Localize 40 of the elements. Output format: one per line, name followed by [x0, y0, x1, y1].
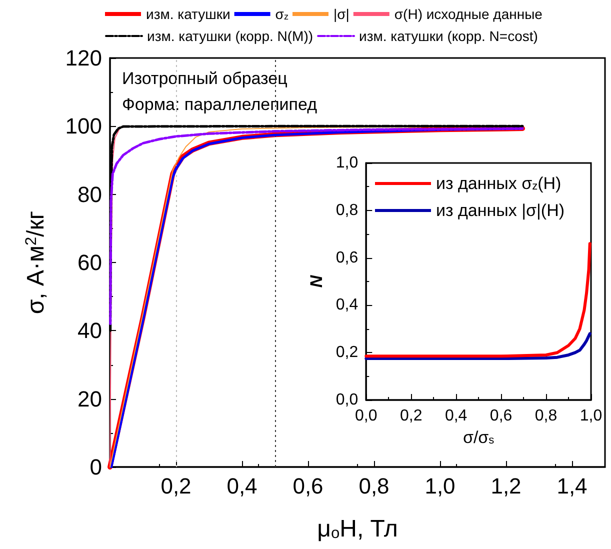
y-tick-label: 0,6	[336, 249, 358, 266]
x-tick-label: 1,2	[490, 474, 522, 498]
y-tick-label: 100	[65, 114, 102, 139]
x-tick-label: 0,8	[534, 408, 558, 424]
y-axis-title: σ, А·м2/кг	[22, 210, 50, 314]
x-tick-label: 0,6	[490, 408, 512, 424]
y-tick-label: 40	[78, 318, 102, 344]
y-tick-label: 0,4	[336, 296, 358, 314]
x-tick-label: 0,0	[355, 408, 378, 424]
legend-label: изм. катушки (корр. N=cost)	[359, 28, 538, 44]
legend-label: из данных σz(H)	[436, 174, 562, 193]
legend-label: σz	[275, 6, 289, 22]
x-axis-title: σ/σs	[462, 428, 495, 447]
legend-label: σ(H) исходные данные	[394, 6, 543, 22]
x-tick-label: 0,8	[358, 474, 390, 498]
x-tick-label: 1,0	[424, 474, 456, 498]
x-tick-label: 0,4	[226, 474, 258, 498]
annotation: Изотропный образец	[122, 69, 288, 88]
x-tick-label: 1,4	[556, 474, 588, 498]
x-tick-label: 0,2	[400, 408, 422, 424]
y-tick-label: 120	[65, 46, 102, 70]
x-tick-label: 0,2	[160, 474, 192, 498]
legend-label: из данных |σ|(H)	[436, 201, 565, 220]
x-tick-label: 0,4	[444, 408, 468, 424]
x-tick-label: 1,0	[580, 408, 602, 424]
annotation: Форма: параллелепипед	[122, 95, 318, 114]
x-tick-label: 0,6	[292, 474, 324, 498]
y-tick-label: 60	[78, 250, 102, 275]
y-axis-title: N	[307, 274, 326, 288]
y-tick-label: 20	[78, 386, 102, 412]
y-tick-label: 0	[90, 454, 102, 480]
y-tick-label: 1,0	[336, 154, 358, 172]
y-tick-label: 80	[78, 182, 102, 207]
legend-label: изм. катушки	[146, 6, 230, 22]
y-tick-label: 0,8	[336, 202, 358, 219]
legend-label: |σ|	[333, 6, 350, 22]
x-axis-title: μoH, Тл	[317, 516, 398, 543]
y-tick-label: 0,0	[336, 392, 358, 408]
legend-label: изм. катушки (корр. N(M))	[147, 28, 314, 44]
y-tick-label: 0,2	[336, 344, 358, 362]
